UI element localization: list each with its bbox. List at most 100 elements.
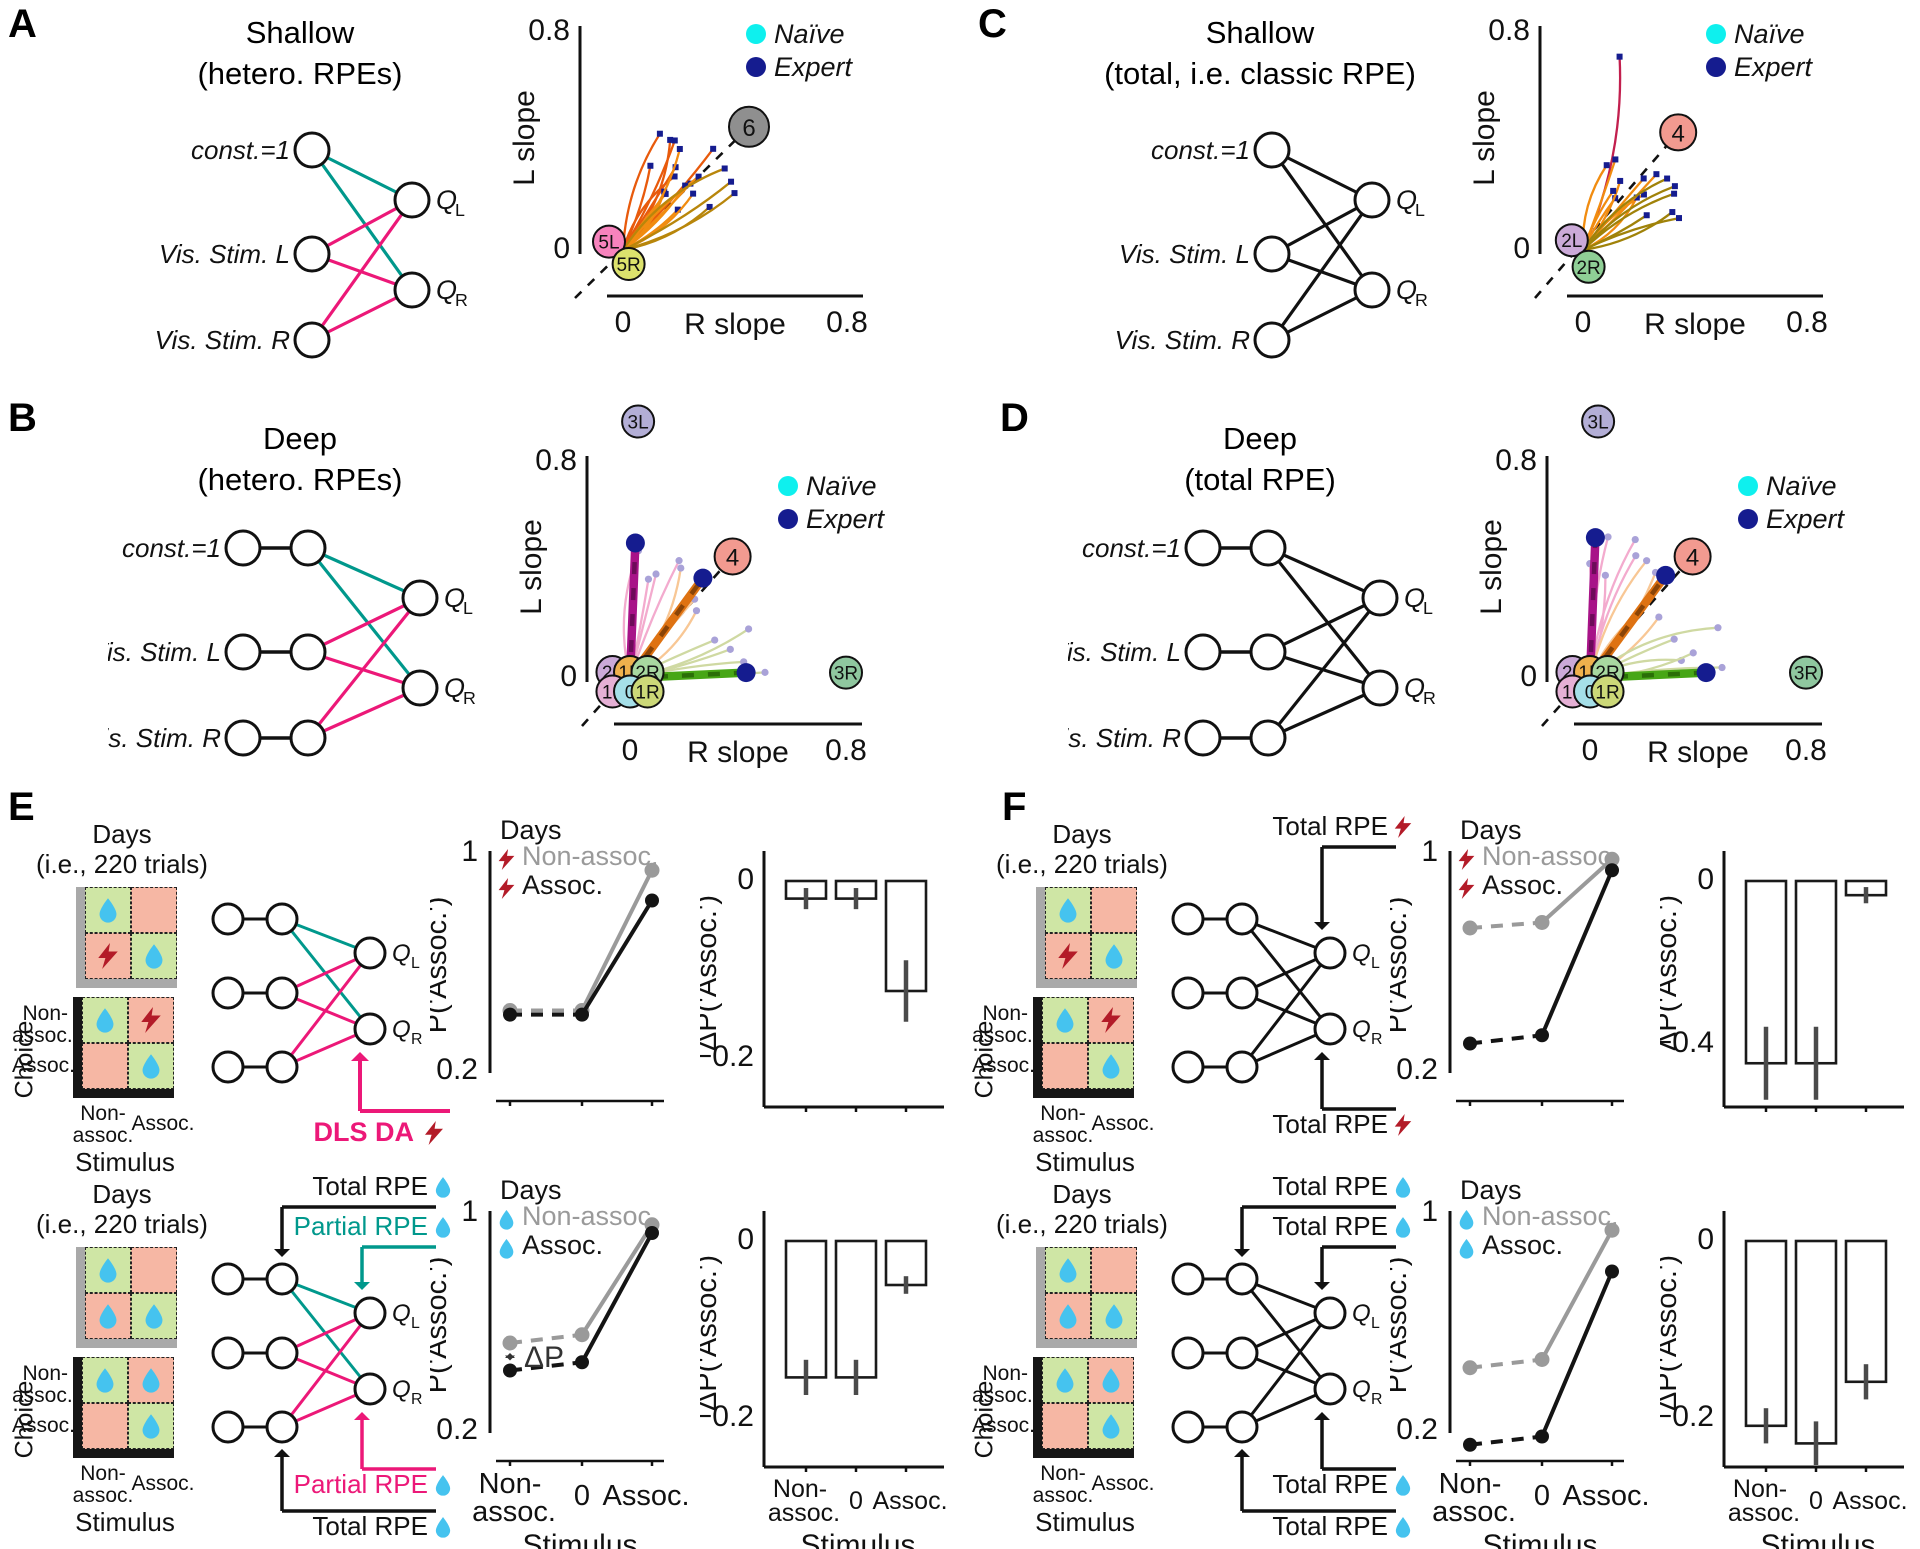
- grid-title: Days: [92, 1179, 152, 1209]
- marker-label: 2L: [1561, 231, 1582, 252]
- row-label-line: assoc.: [12, 1384, 73, 1407]
- marker-circle-5R: [611, 247, 646, 281]
- expert-mean-dot: [1585, 528, 1605, 548]
- drop-icon: [435, 1217, 451, 1238]
- grid-cell: [1088, 1357, 1134, 1403]
- x-tick-label: 0: [1534, 1480, 1550, 1512]
- input-node: [1225, 976, 1259, 1010]
- panel-title-line: (hetero. RPEs): [197, 56, 403, 91]
- y-axis-label: L slope: [508, 90, 541, 186]
- bar: [1794, 1239, 1838, 1445]
- delta-p-annotation: ΔP: [524, 1341, 564, 1374]
- grid-cells: [1042, 1357, 1134, 1449]
- text-label: L: [411, 955, 420, 972]
- bolt-icon: [1101, 1007, 1121, 1033]
- naive-legend-dot: [1706, 24, 1726, 44]
- grid-cell: [128, 1403, 174, 1449]
- trajectory-curve: [1582, 177, 1668, 251]
- bar: [1844, 1239, 1888, 1384]
- y-tick-zero: 0: [560, 660, 577, 693]
- reward-drop-icon: [1059, 1258, 1077, 1283]
- text-label: R: [411, 1031, 422, 1048]
- x-tick-label: Non-: [479, 1468, 542, 1500]
- mean-trajectory: [1585, 533, 1600, 683]
- y-tick-max: 0.8: [1488, 14, 1530, 47]
- drop-icon: [99, 1258, 117, 1283]
- output-node: [353, 1296, 387, 1330]
- bar: [784, 1239, 828, 1379]
- x-axis-label: R slope: [687, 736, 789, 769]
- q-r-label: QR: [1396, 275, 1428, 310]
- col-label-nonassoc: Non-assoc.: [1032, 1103, 1094, 1147]
- input-node: [265, 1262, 299, 1296]
- edge-line: [1267, 596, 1381, 654]
- input-node: [289, 719, 327, 757]
- output-node: [1361, 669, 1399, 707]
- drop-icon: [499, 1239, 514, 1259]
- reward-drop-icon: [99, 898, 117, 923]
- legend-label: Non-assoc.: [522, 1201, 659, 1231]
- drop-icon: [1059, 1258, 1077, 1283]
- drop-icon: [499, 1210, 514, 1230]
- grid-cell: [128, 1043, 174, 1089]
- y-tick-1: 1: [461, 1195, 478, 1228]
- text-label: Q: [1404, 583, 1425, 613]
- text-label: R: [1371, 1031, 1382, 1048]
- panel-letter: F: [1002, 785, 1027, 829]
- drop-icon: [1395, 1475, 1411, 1496]
- expert-endpoint: [1643, 212, 1650, 219]
- text-label: L: [411, 1315, 420, 1332]
- col-label-line: assoc.: [72, 1124, 134, 1147]
- marker-circle-3L: [621, 404, 656, 439]
- input-node: [289, 633, 327, 671]
- text-label: Q: [1404, 673, 1425, 703]
- drop-icon: [142, 1414, 160, 1439]
- expert-endpoint: [1610, 187, 1617, 194]
- bolt-icon: [141, 1007, 161, 1033]
- reward-drop-icon: [1105, 944, 1123, 969]
- edge-line: [1267, 546, 1381, 600]
- expert-endpoint: [1616, 53, 1623, 60]
- output-node: [353, 936, 387, 970]
- drop-icon: [1459, 1210, 1474, 1230]
- x-tick-max: 0.8: [1785, 734, 1827, 767]
- trajectory-endpoint: [1604, 533, 1612, 541]
- edge-line: [1240, 952, 1332, 1068]
- col-label-assoc: Assoc.: [131, 1112, 195, 1135]
- y-tick-zero: 0: [1513, 232, 1530, 265]
- input-label: Vis. Stim. R: [108, 723, 221, 753]
- series-point: [645, 1226, 659, 1240]
- trajectory-curve: [621, 165, 652, 251]
- panel-title-line: (total RPE): [1184, 462, 1336, 497]
- trajectory-endpoint: [675, 557, 683, 565]
- text-label: R: [1371, 1391, 1382, 1408]
- marker-circle-3R: [1789, 655, 1823, 690]
- legend-label: Assoc.: [1482, 870, 1563, 900]
- input-node: [1225, 902, 1259, 936]
- text-label: Q: [1352, 1016, 1371, 1043]
- edge-line: [311, 148, 413, 202]
- stimulus-axis-label: Stimulus: [1035, 1147, 1135, 1177]
- grid-cells: [85, 887, 177, 979]
- grid-cell: [85, 887, 131, 933]
- row-label-assoc: Assoc.: [12, 1054, 76, 1077]
- series-dashed-segment: [1469, 1033, 1543, 1046]
- naive-legend-dot: [746, 24, 766, 44]
- drop-icon: [1059, 1304, 1077, 1329]
- trajectory-endpoint: [1714, 624, 1722, 632]
- grid-subtitle: (i.e., 220 trials): [36, 1209, 208, 1239]
- input-node: [1225, 1050, 1259, 1084]
- input-label: const.=1: [1151, 135, 1250, 165]
- edge-line: [1270, 149, 1374, 291]
- stimulus-axis-label: Stimulus: [1035, 1507, 1135, 1537]
- series-point: [502, 1335, 518, 1351]
- series-point: [503, 1007, 517, 1022]
- output-node: [353, 1372, 387, 1406]
- trajectory-endpoint: [744, 625, 753, 633]
- expert-endpoint: [1612, 156, 1619, 163]
- grid-subtitle: (i.e., 220 trials): [36, 849, 208, 879]
